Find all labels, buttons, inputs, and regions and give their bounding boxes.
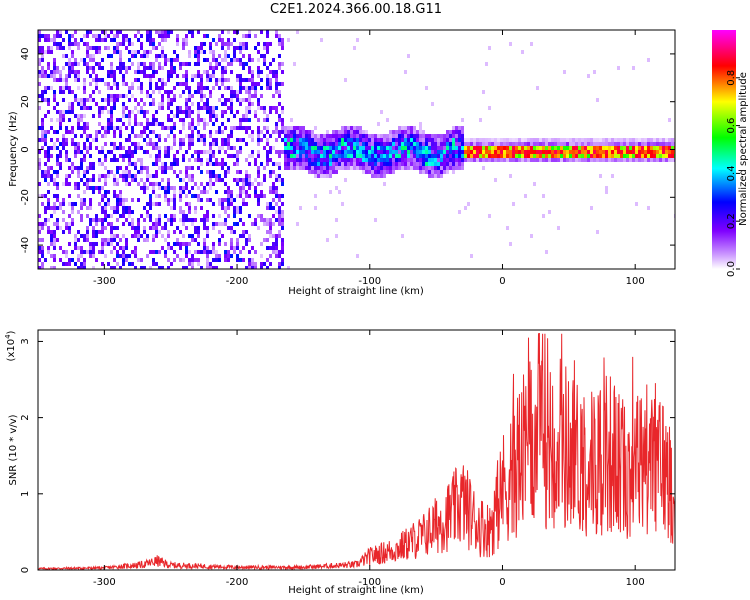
chart-title: C2E1.2024.366.00.18.G11: [269, 2, 443, 17]
colorbar-tick-label: 0.0: [726, 261, 737, 277]
x-tick-label: 100: [626, 276, 645, 287]
snr-x-axis-label: Height of straight line (km): [288, 585, 424, 596]
colorbar-tick-label: 0.2: [726, 213, 737, 229]
colorbar-tick-label: 0.8: [726, 70, 737, 86]
colorbar: 0.0 0.2 0.4 0.6 0.8 Normalized spectral ampl…: [712, 30, 749, 277]
y-tick-label: 2: [20, 414, 31, 420]
y-tick-label: 0: [20, 146, 31, 152]
x-tick-label: 0: [499, 577, 505, 588]
x-tick-label: 100: [626, 577, 645, 588]
y-tick-label: -20: [20, 189, 31, 205]
x-tick-label: -200: [226, 577, 249, 588]
x-tick-label: -100: [358, 276, 381, 287]
colorbar-tick-label: 0.6: [726, 118, 737, 134]
spectrogram-y-axis-label: Frequency (Hz): [8, 111, 19, 187]
y-tick-label: 20: [20, 95, 31, 108]
x-tick-label: -100: [358, 577, 381, 588]
y-tick-label: 3: [20, 338, 31, 344]
colorbar-tick-label: 0.4: [726, 165, 737, 181]
x-tick-label: 0: [499, 276, 505, 287]
x-tick-label: -300: [93, 577, 116, 588]
y-tick-label: 1: [20, 491, 31, 497]
snr-series-line: [38, 332, 675, 570]
y-tick-label: 40: [20, 48, 31, 61]
snr-y-axis-label: SNR (10 * v/v): [8, 414, 19, 485]
snr-multiplier-label: (x104): [4, 330, 17, 361]
snr-frame: [37, 329, 676, 571]
spectrogram-x-axis-label: Height of straight line (km): [288, 286, 424, 297]
snr-panel: -300 -200 -100 0 100 0 1 2 3 Height of straight …: [4, 329, 676, 596]
spectrogram-heatmap: [38, 30, 675, 269]
x-tick-label: -300: [93, 276, 116, 287]
x-tick-label: -200: [226, 276, 249, 287]
colorbar-label: Normalized spectral amplitude: [738, 72, 749, 226]
colorbar-gradient: [712, 30, 736, 269]
y-tick-label: 0: [20, 567, 31, 573]
y-tick-label: -40: [20, 237, 31, 253]
